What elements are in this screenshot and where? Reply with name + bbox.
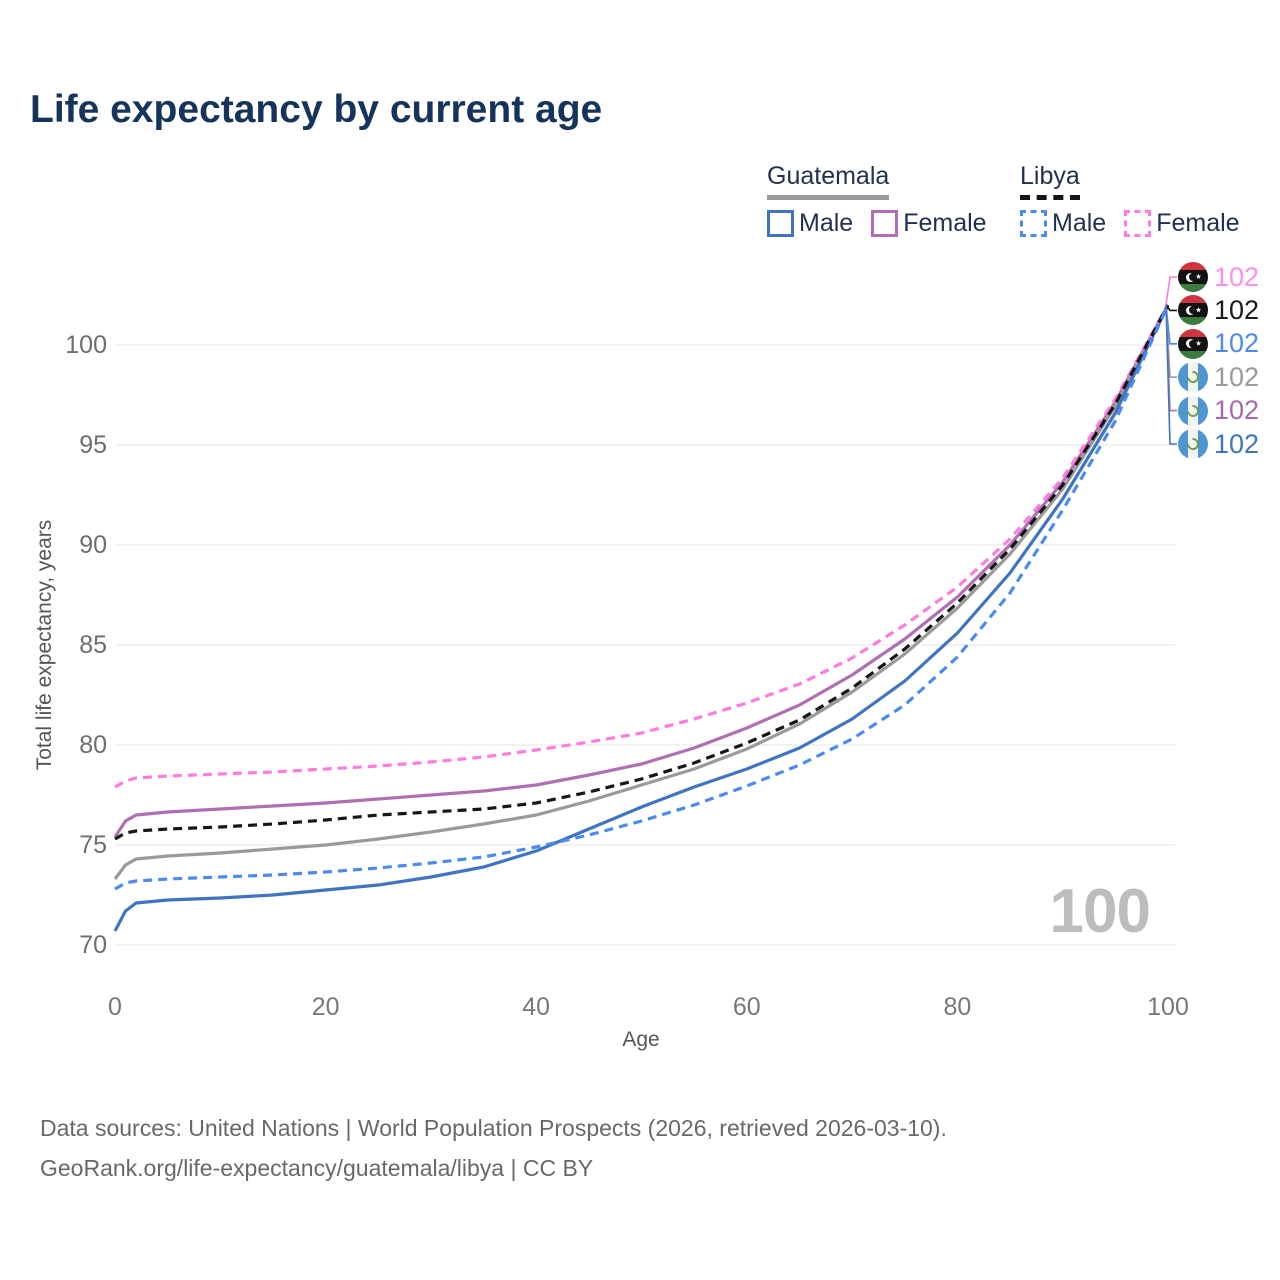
leader-line-libya_both — [1165, 304, 1177, 312]
y-tick-85: 85 — [79, 631, 107, 659]
x-tick-0: 0 — [108, 993, 122, 1021]
series-line-guatemala_male[interactable] — [113, 304, 1170, 932]
series-line-libya_both[interactable] — [114, 304, 1170, 841]
libya-flag-icon — [1178, 262, 1208, 292]
y-tick-70: 70 — [79, 931, 107, 959]
age-watermark: 100 — [1049, 877, 1151, 946]
y-tick-100: 100 — [65, 331, 107, 359]
legend-group-guatemala: Guatemala Male Female — [767, 162, 1005, 238]
legend-label-guatemala-male[interactable]: Male — [799, 209, 854, 237]
legend-label-libya-male[interactable]: Male — [1052, 209, 1107, 237]
legend-swatch-guatemala-male[interactable] — [767, 210, 794, 237]
x-tick-100: 100 — [1147, 993, 1189, 1021]
legend-swatch-libya-male[interactable] — [1020, 210, 1047, 237]
footer: Data sources: United Nations | World Pop… — [40, 1108, 947, 1188]
guatemala-flag-icon — [1178, 429, 1208, 459]
end-label-guatemala_female[interactable]: 102 — [1178, 395, 1259, 426]
end-value-guatemala_female: 102 — [1214, 395, 1260, 426]
legend-swatch-libya-female[interactable] — [1124, 210, 1152, 237]
end-value-guatemala_male: 102 — [1214, 428, 1260, 459]
y-tick-95: 95 — [79, 431, 107, 459]
series-line-libya_female[interactable] — [114, 304, 1170, 789]
end-value-libya_male: 102 — [1214, 328, 1260, 359]
guatemala-flag-icon — [1178, 395, 1208, 426]
end-label-guatemala_both[interactable]: 102 — [1178, 362, 1259, 393]
x-axis-title: Age — [622, 1028, 660, 1051]
y-tick-75: 75 — [79, 831, 107, 859]
x-tick-20: 20 — [311, 993, 340, 1021]
x-tick-40: 40 — [522, 993, 551, 1021]
end-label-libya_female[interactable]: 102 — [1178, 262, 1259, 293]
end-label-guatemala_male[interactable]: 102 — [1178, 429, 1259, 460]
footer-url-line: GeoRank.org/life-expectancy/guatemala/li… — [40, 1155, 594, 1181]
y-tick-90: 90 — [79, 531, 107, 559]
legend-country-libya[interactable]: Libya — [1020, 162, 1080, 200]
x-tick-60: 60 — [732, 993, 761, 1021]
end-label-libya_male[interactable]: 102 — [1178, 328, 1259, 359]
legend-country-guatemala[interactable]: Guatemala — [767, 162, 890, 200]
y-tick-80: 80 — [79, 731, 107, 759]
guatemala-flag-icon — [1178, 362, 1208, 393]
series-line-guatemala_both[interactable] — [113, 304, 1170, 880]
y-axis-title: Total life expectancy, years — [33, 519, 56, 771]
legend-label-guatemala-female[interactable]: Female — [903, 209, 987, 237]
x-tick-80: 80 — [943, 993, 972, 1021]
legend-swatch-guatemala-female[interactable] — [871, 210, 899, 237]
libya-flag-icon — [1178, 328, 1208, 359]
series-line-libya_male[interactable] — [114, 304, 1170, 891]
legend-label-libya-female[interactable]: Female — [1156, 209, 1240, 237]
leader-line-guatemala_male — [1165, 304, 1177, 445]
series-line-guatemala_female[interactable] — [113, 304, 1170, 838]
end-value-libya_both: 102 — [1214, 294, 1260, 325]
end-value-guatemala_both: 102 — [1214, 361, 1260, 392]
leader-line-libya_female — [1165, 276, 1177, 306]
libya-flag-icon — [1178, 295, 1208, 326]
end-value-libya_female: 102 — [1214, 261, 1260, 292]
footer-sources-line: Data sources: United Nations | World Pop… — [40, 1115, 947, 1141]
legend-group-libya: Libya Male Female — [1020, 162, 1258, 238]
page-title: Life expectancy by current age — [30, 88, 603, 131]
end-label-libya_both[interactable]: 102 — [1178, 295, 1259, 326]
